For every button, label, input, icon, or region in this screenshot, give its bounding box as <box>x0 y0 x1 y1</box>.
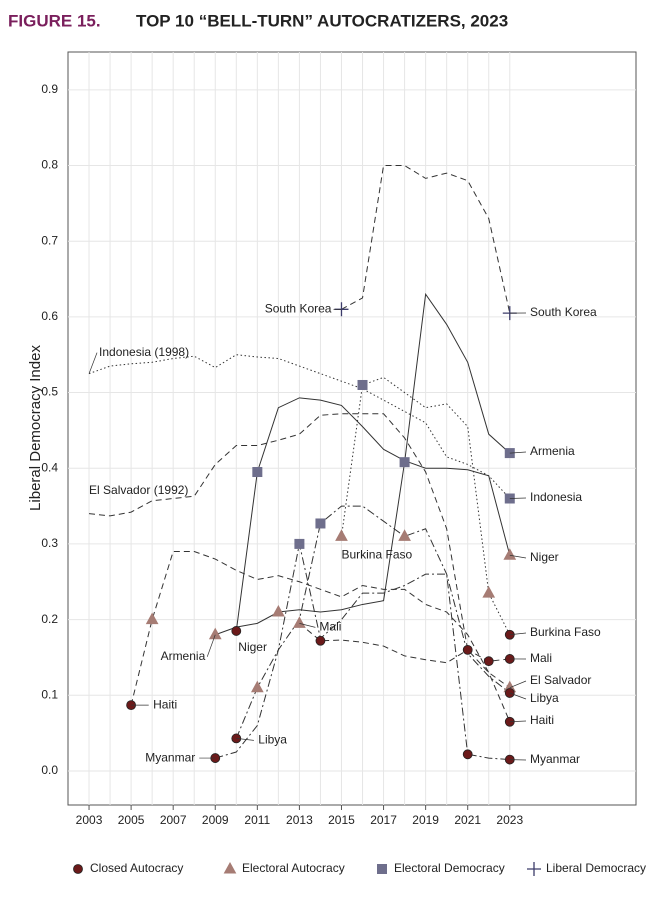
x-tick-label: 2009 <box>202 813 229 827</box>
marker <box>316 636 325 645</box>
x-tick-label: 2013 <box>286 813 313 827</box>
series-label: Armenia <box>530 444 575 458</box>
series-label: Indonesia (1998) <box>99 345 189 359</box>
legend-swatch <box>378 865 387 874</box>
chart-title: TOP 10 “BELL-TURN” AUTOCRATIZERS, 2023 <box>136 11 508 30</box>
series-label: El Salvador <box>530 673 591 687</box>
marker <box>253 468 262 477</box>
series-label: Haiti <box>530 713 554 727</box>
marker <box>316 519 325 528</box>
marker <box>463 645 472 654</box>
series-label: Niger <box>530 550 559 564</box>
leader <box>89 353 97 374</box>
marker <box>463 750 472 759</box>
series-label: Burkina Faso <box>341 548 412 562</box>
marker <box>336 530 347 540</box>
legend-label: Liberal Democracy <box>546 861 646 875</box>
marker <box>147 614 158 624</box>
series-label: Libya <box>530 691 559 705</box>
y-tick-label: 0.6 <box>41 309 58 323</box>
series-label: South Korea <box>530 305 597 319</box>
legend-swatch <box>527 862 541 876</box>
x-tick-label: 2021 <box>454 813 481 827</box>
y-tick-label: 0.9 <box>41 82 58 96</box>
leader <box>510 681 526 688</box>
x-tick-label: 2011 <box>244 813 270 827</box>
x-tick-label: 2023 <box>496 813 523 827</box>
legend-swatch <box>74 865 83 874</box>
x-tick-label: 2019 <box>412 813 439 827</box>
marker <box>295 539 304 548</box>
series-line <box>236 506 509 738</box>
series-label: El Salvador (1992) <box>89 483 188 497</box>
y-tick-label: 0.4 <box>41 460 58 474</box>
legend-label: Electoral Democracy <box>394 861 505 875</box>
y-tick-label: 0.2 <box>41 612 58 626</box>
x-tick-label: 2005 <box>118 813 145 827</box>
marker <box>252 682 263 692</box>
x-tick-label: 2015 <box>328 813 355 827</box>
y-tick-label: 0.3 <box>41 536 58 550</box>
y-tick-label: 0.7 <box>41 233 58 247</box>
series-line <box>236 398 509 631</box>
legend-label: Closed Autocracy <box>90 861 183 875</box>
series-label: Burkina Faso <box>530 625 601 639</box>
marker <box>483 587 494 597</box>
marker <box>294 617 305 627</box>
legend-label: Electoral Autocracy <box>242 861 345 875</box>
y-tick-label: 0.5 <box>41 385 58 399</box>
marker <box>232 626 241 635</box>
x-tick-label: 2007 <box>160 813 187 827</box>
series-label: Armenia <box>161 649 206 663</box>
marker <box>504 549 515 559</box>
legend-swatch <box>225 863 236 873</box>
series-label: Indonesia <box>530 490 582 504</box>
series-label: South Korea <box>265 301 332 315</box>
y-tick-label: 0.0 <box>41 763 58 777</box>
x-tick-label: 2017 <box>370 813 397 827</box>
series-label: Mali <box>530 651 552 665</box>
series-label: Mali <box>319 620 341 634</box>
series-label: Myanmar <box>145 750 195 764</box>
marker <box>273 606 284 616</box>
marker <box>358 380 367 389</box>
y-tick-label: 0.1 <box>41 687 58 701</box>
series-label: Libya <box>258 733 287 747</box>
series-label: Haiti <box>153 697 177 711</box>
x-tick-label: 2003 <box>76 813 103 827</box>
marker <box>484 657 493 666</box>
y-axis-label: Liberal Democracy Index <box>27 345 44 511</box>
series-label: Niger <box>238 640 267 654</box>
y-tick-label: 0.8 <box>41 158 58 172</box>
figure-label: FIGURE 15. <box>8 11 101 30</box>
marker <box>400 458 409 467</box>
series-label: Myanmar <box>530 752 580 766</box>
